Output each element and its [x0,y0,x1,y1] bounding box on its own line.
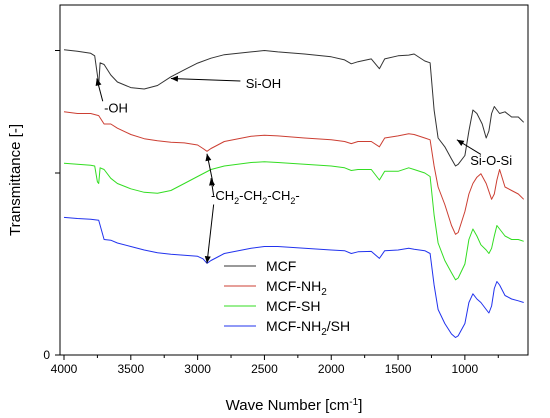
series-line-3 [63,216,524,338]
annotation-siosi: Si-O-Si [470,153,512,168]
annotations-group: -OH Si-OH Si-O-Si -CH2-CH2-CH2- [95,75,512,264]
x-tick-label: 2000 [318,362,345,376]
x-axis-ticks: 4000 3500 3000 2500 2000 1500 1000 [51,355,499,376]
plot-frame [59,4,529,356]
y-axis-ticks: 0 [43,50,60,362]
annotation-ch2: -CH2-CH2-CH2- [211,188,300,206]
annotation-arrow-sioh-head [170,75,178,82]
x-tick-label: 3500 [117,362,144,376]
annotation-arrow-oh-head [95,78,102,87]
annotation-arrow-ch2-0-head [205,153,212,162]
legend-label-0: MCF [266,258,296,274]
series-line-2 [63,161,524,281]
annotation-sioh: Si-OH [246,76,281,91]
x-tick-label: 2500 [251,362,278,376]
annotation-arrow-ch2-1-head [209,178,216,186]
series-line-1 [63,111,525,235]
annotation-arrow-siosi-head [456,139,465,146]
annotation-arrow-sioh [170,78,241,82]
annotation-oh: -OH [104,100,128,115]
x-tick-label: 1500 [385,362,412,376]
y-tick-label: 0 [43,348,50,362]
annotation-arrow-ch2-2-head [204,256,211,264]
x-tick-label: 4000 [51,362,78,376]
x-axis-title: Wave Number [cm-1] [226,397,363,415]
legend-label-2: MCF-SH [266,298,320,314]
x-tick-label: 3000 [184,362,211,376]
x-tick-label: 1000 [452,362,479,376]
y-axis-title: Transmittance [-] [7,124,24,236]
legend-label-3: MCF-NH2/SH [266,318,350,338]
legend-label-1: MCF-NH2 [266,278,327,298]
annotation-arrow-ch2-2 [206,204,215,264]
series-group [63,49,525,338]
series-line-0 [63,49,525,167]
